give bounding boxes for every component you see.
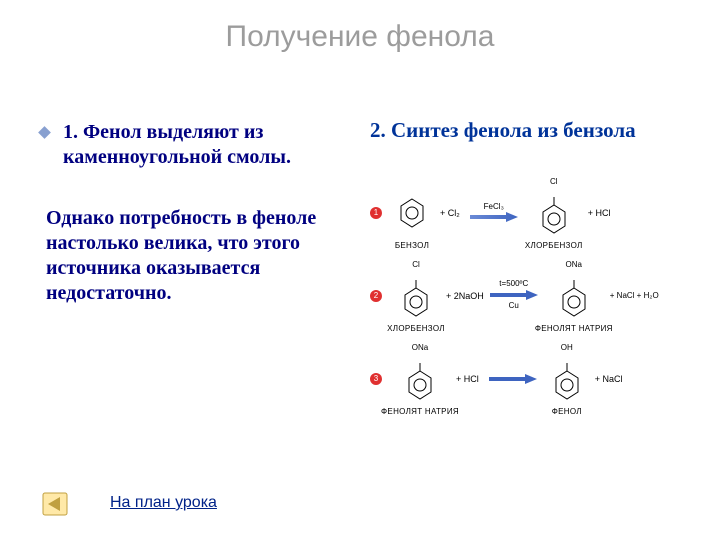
product-2: ONa ФЕНОЛЯТ НАТРИЯ (542, 258, 606, 333)
plus-right-2: + NaCl + H₂O (610, 291, 659, 300)
arrow-2-bot: Cu (509, 302, 519, 311)
arrow-1: FeCl₃ (470, 203, 518, 223)
step-badge-3: 3 (370, 373, 382, 385)
product-1-name: ХЛОРБЕНЗОЛ (518, 241, 590, 250)
plus-right-3: + NaCl (595, 374, 623, 384)
reaction-diagram: 1 БЕНЗОЛ + Cl₂ FeCl₃ Cl ХЛОРБЕНЗОЛ + HCl… (370, 175, 700, 424)
reagent-1: БЕНЗОЛ (388, 175, 436, 250)
arrow-2: t=500ºC Cu (490, 280, 538, 311)
left-column: 1. Фенол выделяют из каменноугольной смо… (40, 120, 340, 306)
reagent-1-name: БЕНЗОЛ (388, 241, 436, 250)
product-2-sub: ONa (542, 260, 606, 269)
plus-left-3: + HCl (456, 374, 479, 384)
plus-right-1: + HCl (588, 208, 611, 218)
reagent-3: ONa ФЕНОЛЯТ НАТРИЯ (388, 341, 452, 416)
reaction-row-3: 3 ONa ФЕНОЛЯТ НАТРИЯ + HCl OH ФЕНОЛ + Na… (370, 341, 700, 416)
arrow-2-top: t=500ºC (499, 280, 528, 289)
reagent-3-sub: ONa (388, 343, 452, 352)
arrow-right-icon (489, 374, 537, 384)
step-badge-1: 1 (370, 207, 382, 219)
step-badge-2: 2 (370, 290, 382, 302)
arrow-right-icon (490, 290, 538, 300)
product-3-name: ФЕНОЛ (543, 407, 591, 416)
benzene-ring-subst-icon (406, 363, 434, 401)
product-1: Cl ХЛОРБЕНЗОЛ (524, 175, 584, 250)
reagent-2-sub: Cl (388, 260, 444, 269)
diamond-bullet-icon (38, 126, 51, 139)
reagent-3-name: ФЕНОЛЯТ НАТРИЯ (374, 407, 466, 416)
benzene-ring-subst-icon (402, 280, 430, 318)
plus-left-2: + 2NaOH (446, 291, 484, 301)
reagent-2-name: ХЛОРБЕНЗОЛ (380, 324, 452, 333)
plan-link[interactable]: На план урока (110, 494, 217, 512)
plus-left-1: + Cl₂ (440, 208, 460, 218)
benzene-ring-icon (398, 197, 426, 229)
bullet-item-1: 1. Фенол выделяют из каменноугольной смо… (40, 120, 340, 170)
benzene-ring-subst-icon (553, 363, 581, 401)
arrow-right-icon (470, 212, 518, 222)
item1-title: 1. Фенол выделяют из каменноугольной смо… (63, 120, 340, 170)
benzene-ring-subst-icon (540, 197, 568, 235)
reagent-2: Cl ХЛОРБЕНЗОЛ (388, 258, 444, 333)
right-column: 2. Синтез фенола из бензола (370, 118, 690, 143)
product-3: OH ФЕНОЛ (543, 341, 591, 416)
heading-2: 2. Синтез фенола из бензола (370, 118, 690, 143)
reaction-row-2: 2 Cl ХЛОРБЕНЗОЛ + 2NaOH t=500ºC Cu ONa Ф… (370, 258, 700, 333)
item1-body: Однако потребность в феноле настолько ве… (46, 206, 340, 306)
product-3-sub: OH (543, 343, 591, 352)
arrow-1-top: FeCl₃ (484, 203, 504, 212)
back-button[interactable] (42, 492, 68, 516)
arrow-3 (489, 374, 537, 384)
back-arrow-icon (42, 492, 68, 516)
product-2-name: ФЕНОЛЯТ НАТРИЯ (524, 324, 624, 333)
reaction-row-1: 1 БЕНЗОЛ + Cl₂ FeCl₃ Cl ХЛОРБЕНЗОЛ + HCl (370, 175, 700, 250)
benzene-ring-subst-icon (560, 280, 588, 318)
product-1-sub: Cl (524, 177, 584, 186)
page-title: Получение фенола (0, 20, 720, 54)
